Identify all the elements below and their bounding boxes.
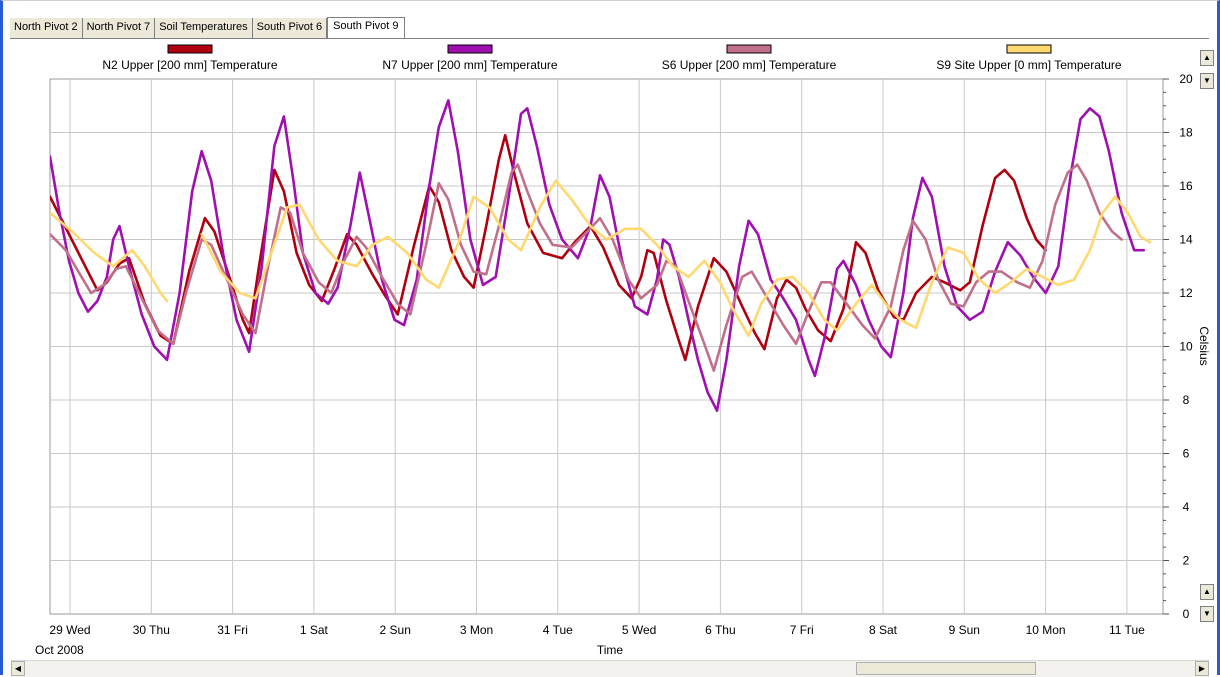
legend-label: N2 Upper [200 mm] Temperature xyxy=(102,58,278,72)
horizontal-scrollbar[interactable]: ◀ ▶ xyxy=(11,660,1209,677)
y-tick-label: 14 xyxy=(1179,233,1193,247)
y-tick-label: 2 xyxy=(1183,554,1190,568)
legend-swatch xyxy=(1006,44,1052,54)
x-tick-label: 10 Mon xyxy=(1026,623,1066,637)
tab-soil-temperatures[interactable]: Soil Temperatures xyxy=(155,18,253,38)
series-line-3 xyxy=(50,163,1123,372)
up-arrow-icon: ▲ xyxy=(1203,587,1211,596)
scroll-right-button[interactable]: ▶ xyxy=(1195,661,1209,676)
tab-north-pivot-7[interactable]: North Pivot 7 xyxy=(82,18,156,38)
y-tick-label: 8 xyxy=(1183,393,1190,407)
legend-label: N7 Upper [200 mm] Temperature xyxy=(382,58,558,72)
legend: N2 Upper [200 mm] Temperature N7 Upper [2… xyxy=(102,44,1122,72)
y-tick-label: 16 xyxy=(1179,179,1193,193)
temperature-chart: 0 2 4 6 8 10 12 14 16 18 20 29 Wed 30 Thu 31 Fri 1 Sa… xyxy=(35,44,1211,657)
scroll-left-button[interactable]: ◀ xyxy=(11,661,25,676)
y-tick-label: 12 xyxy=(1179,286,1193,300)
legend-swatch xyxy=(726,44,772,54)
y-axis-ticks xyxy=(1163,78,1169,615)
down-arrow-icon: ▼ xyxy=(1203,609,1211,618)
y-axis-label: Celsius xyxy=(1197,326,1211,365)
legend-label: S6 Upper [200 mm] Temperature xyxy=(662,58,837,72)
x-axis-tick-labels: 29 Wed 30 Thu 31 Fri 1 Sat 2 Sun 3 Mon 4 Tue 5 … xyxy=(49,623,1145,637)
series-lines xyxy=(50,99,1152,412)
x-tick-label: 5 Wed xyxy=(622,623,656,637)
x-axis-label: Time xyxy=(597,643,624,657)
tab-divider xyxy=(10,38,1209,39)
scroll-down-button-bottom[interactable]: ▼ xyxy=(1200,606,1214,622)
x-tick-label: 29 Wed xyxy=(49,623,90,637)
x-tick-label: 4 Tue xyxy=(543,623,573,637)
scroll-up-button[interactable]: ▲ xyxy=(1200,50,1214,66)
x-tick-label: 11 Tue xyxy=(1109,623,1145,637)
y-tick-label: 20 xyxy=(1179,72,1193,86)
x-tick-label: 9 Sun xyxy=(949,623,980,637)
left-arrow-icon: ◀ xyxy=(14,664,22,673)
x-tick-label: 6 Thu xyxy=(705,623,735,637)
series-line-2 xyxy=(50,99,1145,412)
legend-swatch xyxy=(447,44,493,54)
x-tick-label: 30 Thu xyxy=(133,623,170,637)
legend-label: S9 Site Upper [0 mm] Temperature xyxy=(936,58,1122,72)
x-tick-label: 2 Sun xyxy=(380,623,411,637)
up-arrow-icon: ▲ xyxy=(1203,53,1211,62)
x-tick-label: 7 Fri xyxy=(790,623,814,637)
x-tick-label: 8 Sat xyxy=(869,623,898,637)
y-tick-label: 0 xyxy=(1183,607,1190,621)
tab-north-pivot-2[interactable]: North Pivot 2 xyxy=(10,18,83,38)
legend-swatch xyxy=(167,44,213,54)
y-tick-label: 10 xyxy=(1179,340,1193,354)
series-line-4 xyxy=(50,179,1152,338)
y-tick-label: 6 xyxy=(1183,447,1190,461)
tab-south-pivot-6[interactable]: South Pivot 6 xyxy=(252,18,328,38)
x-tick-label: 31 Fri xyxy=(217,623,248,637)
y-axis-tick-labels: 0 2 4 6 8 10 12 14 16 18 20 xyxy=(1179,72,1193,621)
scroll-down-button[interactable]: ▼ xyxy=(1200,73,1214,89)
tab-bar: North Pivot 2 North Pivot 7 Soil Tempera… xyxy=(10,16,405,39)
y-tick-label: 4 xyxy=(1183,500,1190,514)
tab-south-pivot-9[interactable]: South Pivot 9 xyxy=(327,17,405,39)
scrollbar-thumb[interactable] xyxy=(856,662,1036,675)
x-tick-label: 1 Sat xyxy=(300,623,329,637)
x-axis-date-label: Oct 2008 xyxy=(35,643,84,657)
x-tick-label: 3 Mon xyxy=(460,623,493,637)
right-arrow-icon: ▶ xyxy=(1198,664,1206,673)
down-arrow-icon: ▼ xyxy=(1203,76,1211,85)
y-tick-label: 18 xyxy=(1179,126,1193,140)
scroll-up-button-bottom[interactable]: ▲ xyxy=(1200,584,1214,600)
